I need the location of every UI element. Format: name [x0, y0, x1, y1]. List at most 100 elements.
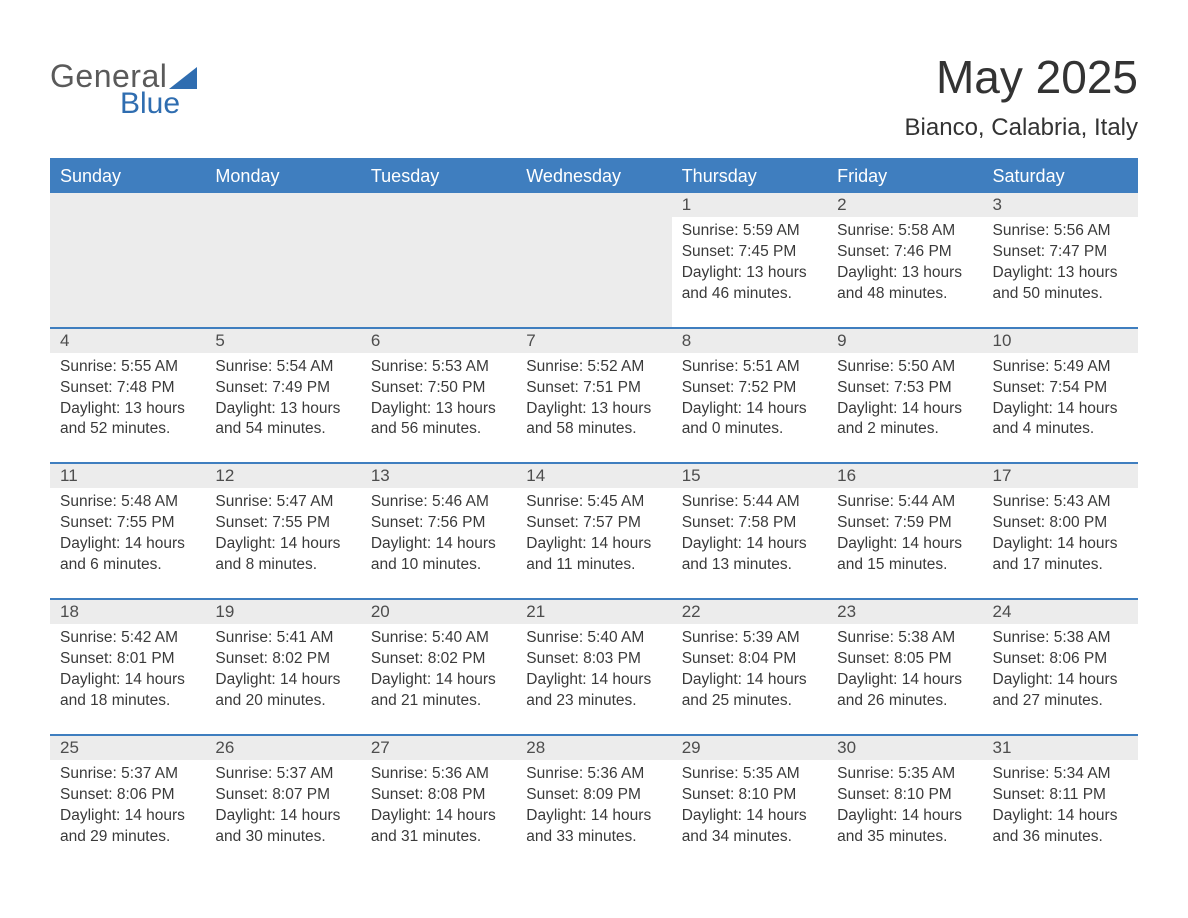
day-details: Sunrise: 5:37 AMSunset: 8:06 PMDaylight:… — [50, 764, 205, 848]
calendar-cell: 23Sunrise: 5:38 AMSunset: 8:05 PMDayligh… — [827, 599, 982, 735]
sunset-line: Sunset: 8:08 PM — [371, 786, 486, 803]
calendar-cell: 19Sunrise: 5:41 AMSunset: 8:02 PMDayligh… — [205, 599, 360, 735]
calendar-cell: 12Sunrise: 5:47 AMSunset: 7:55 PMDayligh… — [205, 463, 360, 599]
day-number: 15 — [672, 464, 827, 488]
sunrise-line: Sunrise: 5:43 AM — [993, 493, 1111, 510]
daylight-line: Daylight: 13 hours and 50 minutes. — [993, 264, 1118, 302]
sunrise-line: Sunrise: 5:40 AM — [526, 629, 644, 646]
day-number: 16 — [827, 464, 982, 488]
day-number: 31 — [983, 736, 1138, 760]
daylight-line: Daylight: 14 hours and 35 minutes. — [837, 807, 962, 845]
calendar-cell: 11Sunrise: 5:48 AMSunset: 7:55 PMDayligh… — [50, 463, 205, 599]
sunrise-line: Sunrise: 5:41 AM — [215, 629, 333, 646]
sunrise-line: Sunrise: 5:49 AM — [993, 358, 1111, 375]
sunset-line: Sunset: 8:06 PM — [993, 650, 1108, 667]
daylight-line: Daylight: 14 hours and 13 minutes. — [682, 535, 807, 573]
calendar-cell: 9Sunrise: 5:50 AMSunset: 7:53 PMDaylight… — [827, 328, 982, 464]
calendar-cell: 16Sunrise: 5:44 AMSunset: 7:59 PMDayligh… — [827, 463, 982, 599]
weekday-header: Tuesday — [361, 159, 516, 193]
day-number: 18 — [50, 600, 205, 624]
daylight-line: Daylight: 14 hours and 4 minutes. — [993, 400, 1118, 438]
sunrise-line: Sunrise: 5:55 AM — [60, 358, 178, 375]
calendar-cell: 14Sunrise: 5:45 AMSunset: 7:57 PMDayligh… — [516, 463, 671, 599]
daylight-line: Daylight: 14 hours and 11 minutes. — [526, 535, 651, 573]
sunrise-line: Sunrise: 5:48 AM — [60, 493, 178, 510]
day-details: Sunrise: 5:43 AMSunset: 8:00 PMDaylight:… — [983, 492, 1138, 576]
sunrise-line: Sunrise: 5:52 AM — [526, 358, 644, 375]
day-number: 7 — [516, 329, 671, 353]
day-details: Sunrise: 5:53 AMSunset: 7:50 PMDaylight:… — [361, 357, 516, 441]
sunset-line: Sunset: 8:05 PM — [837, 650, 952, 667]
sunset-line: Sunset: 8:09 PM — [526, 786, 641, 803]
sunrise-line: Sunrise: 5:42 AM — [60, 629, 178, 646]
weekday-header: Monday — [205, 159, 360, 193]
sunset-line: Sunset: 7:55 PM — [60, 514, 175, 531]
calendar-cell: 15Sunrise: 5:44 AMSunset: 7:58 PMDayligh… — [672, 463, 827, 599]
daylight-line: Daylight: 13 hours and 46 minutes. — [682, 264, 807, 302]
sunset-line: Sunset: 8:01 PM — [60, 650, 175, 667]
sunrise-line: Sunrise: 5:59 AM — [682, 222, 800, 239]
sunrise-line: Sunrise: 5:47 AM — [215, 493, 333, 510]
header-bar: General Blue May 2025 Bianco, Calabria, … — [50, 50, 1138, 152]
sunrise-line: Sunrise: 5:44 AM — [682, 493, 800, 510]
calendar-cell: 27Sunrise: 5:36 AMSunset: 8:08 PMDayligh… — [361, 735, 516, 870]
day-details: Sunrise: 5:34 AMSunset: 8:11 PMDaylight:… — [983, 764, 1138, 848]
sunset-line: Sunset: 7:54 PM — [993, 379, 1108, 396]
day-details: Sunrise: 5:37 AMSunset: 8:07 PMDaylight:… — [205, 764, 360, 848]
day-number: 28 — [516, 736, 671, 760]
daylight-line: Daylight: 14 hours and 15 minutes. — [837, 535, 962, 573]
sunrise-line: Sunrise: 5:50 AM — [837, 358, 955, 375]
sunset-line: Sunset: 8:07 PM — [215, 786, 330, 803]
sunset-line: Sunset: 7:48 PM — [60, 379, 175, 396]
calendar-header: SundayMondayTuesdayWednesdayThursdayFrid… — [50, 159, 1138, 193]
sunrise-line: Sunrise: 5:56 AM — [993, 222, 1111, 239]
day-number: 13 — [361, 464, 516, 488]
sunset-line: Sunset: 8:10 PM — [682, 786, 797, 803]
sunset-line: Sunset: 7:55 PM — [215, 514, 330, 531]
day-details: Sunrise: 5:41 AMSunset: 8:02 PMDaylight:… — [205, 628, 360, 712]
sunset-line: Sunset: 8:02 PM — [215, 650, 330, 667]
calendar-cell: 31 Sunrise: 5:34 AMSunset: 8:11 PMDayligh… — [983, 735, 1138, 870]
calendar-cell: 5Sunrise: 5:54 AMSunset: 7:49 PMDaylight… — [205, 328, 360, 464]
sunset-line: Sunset: 7:49 PM — [215, 379, 330, 396]
daylight-line: Daylight: 13 hours and 52 minutes. — [60, 400, 185, 438]
daylight-line: Daylight: 14 hours and 17 minutes. — [993, 535, 1118, 573]
title-block: May 2025 Bianco, Calabria, Italy — [905, 50, 1138, 152]
calendar-body: 1Sunrise: 5:59 AMSunset: 7:45 PMDaylight… — [50, 193, 1138, 869]
day-details: Sunrise: 5:52 AMSunset: 7:51 PMDaylight:… — [516, 357, 671, 441]
day-details: Sunrise: 5:55 AM Sunset: 7:48 PM Daylight:… — [50, 357, 205, 441]
day-details: Sunrise: 5:46 AMSunset: 7:56 PMDaylight:… — [361, 492, 516, 576]
sunset-line: Sunset: 8:02 PM — [371, 650, 486, 667]
calendar-cell: 25 Sunrise: 5:37 AMSunset: 8:06 PMDayligh… — [50, 735, 205, 870]
page-title: May 2025 — [905, 50, 1138, 104]
calendar-cell: 2Sunrise: 5:58 AMSunset: 7:46 PMDaylight… — [827, 193, 982, 328]
sunrise-line: Sunrise: 5:35 AM — [682, 765, 800, 782]
day-number: 27 — [361, 736, 516, 760]
sunset-line: Sunset: 7:50 PM — [371, 379, 486, 396]
daylight-line: Daylight: 14 hours and 29 minutes. — [60, 807, 185, 845]
day-number: 10 — [983, 329, 1138, 353]
sunset-line: Sunset: 8:10 PM — [837, 786, 952, 803]
sunset-line: Sunset: 8:03 PM — [526, 650, 641, 667]
sunrise-line: Sunrise: 5:36 AM — [526, 765, 644, 782]
daylight-line: Daylight: 14 hours and 0 minutes. — [682, 400, 807, 438]
sunset-line: Sunset: 7:59 PM — [837, 514, 952, 531]
sunset-line: Sunset: 8:04 PM — [682, 650, 797, 667]
calendar-table: SundayMondayTuesdayWednesdayThursdayFrid… — [50, 158, 1138, 869]
sunset-line: Sunset: 7:57 PM — [526, 514, 641, 531]
daylight-line: Daylight: 14 hours and 23 minutes. — [526, 671, 651, 709]
sunrise-line: Sunrise: 5:53 AM — [371, 358, 489, 375]
weekday-header: Wednesday — [516, 159, 671, 193]
day-details: Sunrise: 5:35 AMSunset: 8:10 PMDaylight:… — [672, 764, 827, 848]
sunrise-line: Sunrise: 5:37 AM — [215, 765, 333, 782]
sunrise-line: Sunrise: 5:37 AM — [60, 765, 178, 782]
calendar-cell: 1Sunrise: 5:59 AMSunset: 7:45 PMDaylight… — [672, 193, 827, 328]
daylight-line: Daylight: 14 hours and 26 minutes. — [837, 671, 962, 709]
daylight-line: Daylight: 14 hours and 21 minutes. — [371, 671, 496, 709]
day-number: 25 — [50, 736, 205, 760]
sunrise-line: Sunrise: 5:40 AM — [371, 629, 489, 646]
daylight-line: Daylight: 13 hours and 48 minutes. — [837, 264, 962, 302]
sunset-line: Sunset: 8:11 PM — [993, 786, 1106, 803]
daylight-line: Daylight: 14 hours and 27 minutes. — [993, 671, 1118, 709]
calendar-cell — [205, 193, 360, 328]
